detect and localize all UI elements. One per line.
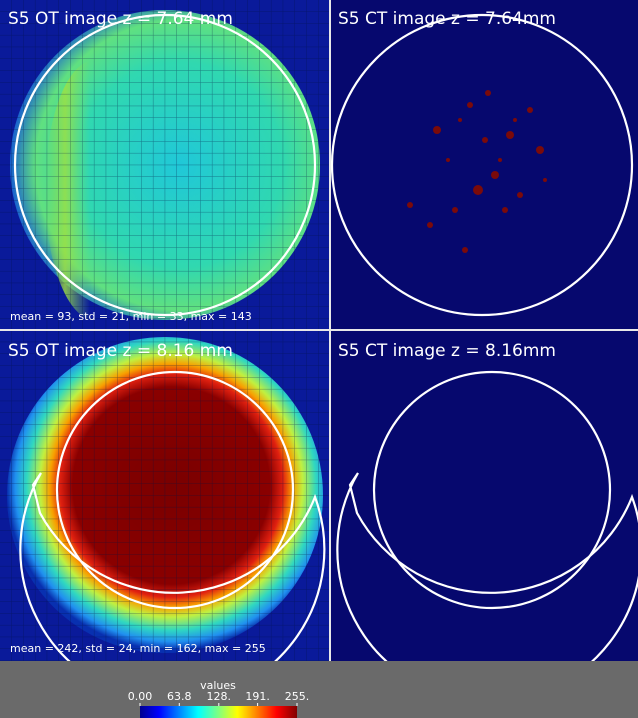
grid bbox=[0, 331, 329, 661]
panel-title: S5 OT image z = 8.16 mm bbox=[8, 341, 233, 361]
panel-stats: mean = 242, std = 24, min = 162, max = 2… bbox=[10, 642, 266, 655]
colorbar-area bbox=[0, 661, 638, 718]
colorbar-title: values bbox=[200, 679, 236, 692]
colorbar-tick-label: 63.8 bbox=[167, 690, 192, 703]
panel-title: S5 CT image z = 7.64mm bbox=[338, 9, 556, 29]
contours bbox=[13, 13, 638, 703]
grid bbox=[0, 0, 329, 329]
colorbar-tick-label: 0.00 bbox=[128, 690, 153, 703]
colorbar-tick-label: 128. bbox=[207, 690, 232, 703]
panel-stats: mean = 93, std = 21, min = 33, max = 143 bbox=[10, 310, 252, 323]
panel-title: S5 CT image z = 8.16mm bbox=[338, 341, 556, 361]
colorbar-tick-label: 255. bbox=[285, 690, 310, 703]
pores bbox=[407, 90, 547, 253]
panel bbox=[331, 0, 638, 329]
colorbar bbox=[140, 706, 297, 718]
panel-title: S5 OT image z = 7.64 mm bbox=[8, 9, 233, 29]
colorbar-tick-label: 191. bbox=[245, 690, 270, 703]
panel bbox=[331, 331, 638, 661]
